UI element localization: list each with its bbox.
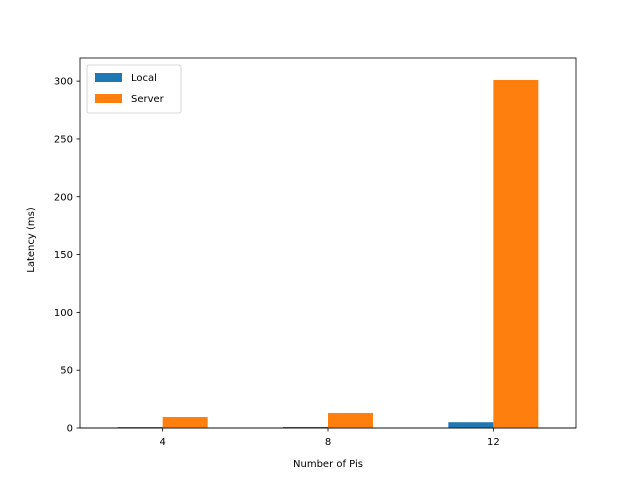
x-axis: 4 8 12 xyxy=(80,427,576,448)
y-tick-label: 250 xyxy=(54,134,73,145)
x-tick-label: 4 xyxy=(159,437,165,448)
x-axis-label: Number of Pis xyxy=(293,459,363,470)
legend-label-local: Local xyxy=(131,73,157,84)
bar-server-8 xyxy=(328,412,373,428)
legend-label-server: Server xyxy=(131,94,165,105)
legend-swatch-server xyxy=(95,94,122,103)
bar-local-8 xyxy=(283,426,328,428)
y-tick-label: 300 xyxy=(54,77,73,88)
bar-local-4 xyxy=(117,427,163,428)
bar-local-12 xyxy=(448,422,494,428)
bars-group xyxy=(117,79,539,428)
y-tick-label: 150 xyxy=(54,250,73,261)
x-tick-label: 8 xyxy=(325,437,331,448)
bar-server-4 xyxy=(162,417,208,428)
legend: Local Server xyxy=(86,64,182,114)
legend-swatch-local xyxy=(95,73,122,82)
y-axis-label: Latency (ms) xyxy=(26,207,37,273)
y-tick-label: 200 xyxy=(54,192,73,203)
y-tick-label: 100 xyxy=(54,308,73,319)
y-tick-label: 0 xyxy=(67,424,73,435)
x-tick-label: 12 xyxy=(487,437,500,448)
y-axis: 0 50 100 150 200 250 300 xyxy=(54,77,80,435)
y-tick-label: 50 xyxy=(60,366,73,377)
bar-server-12 xyxy=(493,79,539,428)
